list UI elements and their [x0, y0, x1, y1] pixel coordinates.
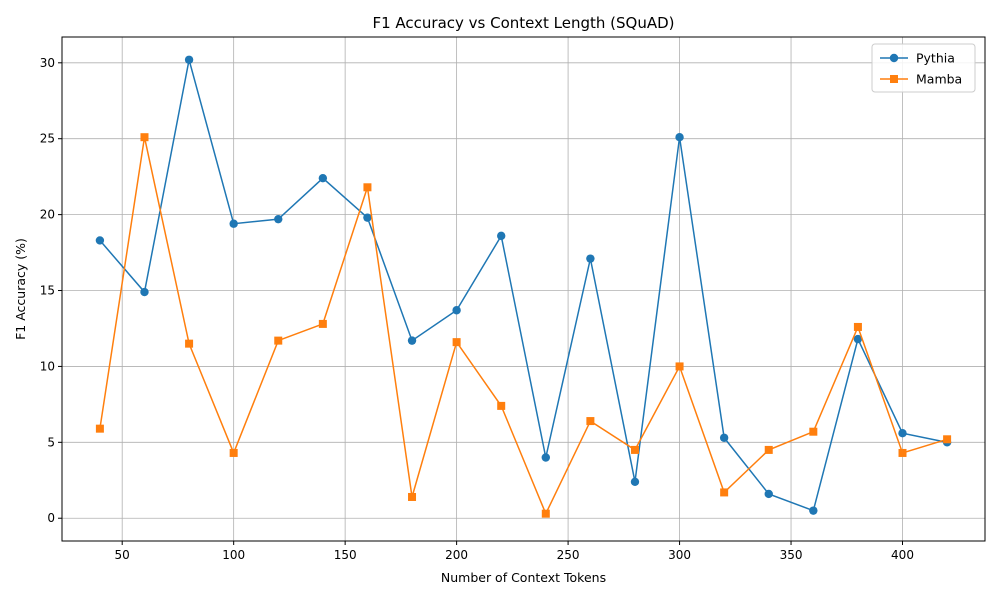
data-point: [452, 306, 461, 315]
x-axis-label: Number of Context Tokens: [441, 570, 606, 585]
data-point: [719, 433, 729, 442]
data-point: [720, 488, 729, 497]
ticks: 50 100 150 200 250 300 350 400 0 5 10 15 20 25 30: [40, 56, 914, 562]
legend-marker: [889, 53, 899, 63]
x-tick-label: 300: [668, 548, 691, 562]
legend-entry-mamba: Mamba: [880, 72, 962, 87]
data-point: [853, 334, 863, 344]
data-point: [764, 445, 773, 454]
data-point: [140, 133, 149, 142]
legend-label: Mamba: [916, 72, 962, 87]
grid: [62, 37, 985, 541]
y-axis-label: F1 Accuracy (%): [13, 238, 28, 340]
series-layer: [95, 55, 952, 518]
series-line-mamba: [99, 137, 948, 516]
data-point: [229, 448, 238, 457]
x-tick-label: 200: [445, 548, 468, 562]
data-point: [809, 506, 818, 515]
y-tick-label: 30: [40, 56, 55, 70]
y-tick-label: 25: [40, 132, 55, 146]
series-line-pythia: [99, 59, 948, 512]
data-point: [274, 214, 283, 224]
data-point: [630, 445, 639, 454]
data-point: [140, 287, 149, 297]
x-tick-label: 50: [115, 548, 130, 562]
legend: Pythia Mamba: [871, 43, 976, 93]
x-tick-label: 350: [780, 548, 803, 562]
data-point: [853, 322, 862, 331]
data-point: [363, 183, 372, 192]
x-tick-label: 400: [891, 548, 914, 562]
data-point: [943, 435, 952, 444]
data-point: [586, 417, 595, 426]
data-point: [229, 219, 238, 228]
data-point: [318, 173, 328, 183]
data-point: [318, 319, 327, 328]
legend-label: Pythia: [916, 51, 955, 66]
data-point: [630, 477, 640, 486]
data-point: [408, 492, 417, 501]
x-tick-label: 150: [334, 548, 357, 562]
data-point: [764, 489, 773, 499]
data-point: [95, 236, 105, 245]
y-tick-label: 0: [47, 511, 55, 525]
x-tick-label: 100: [222, 548, 245, 562]
data-point: [586, 254, 595, 263]
data-point: [452, 338, 461, 347]
x-tick-label: 250: [557, 548, 580, 562]
series-pythia: [95, 55, 952, 515]
legend-entry-pythia: Pythia: [880, 51, 955, 66]
data-point: [363, 213, 372, 222]
y-tick-label: 10: [40, 359, 55, 373]
data-point: [185, 339, 194, 348]
data-point: [675, 362, 684, 371]
data-point: [541, 509, 550, 518]
chart-title: F1 Accuracy vs Context Length (SQuAD): [372, 14, 674, 32]
data-point: [898, 448, 907, 457]
data-point: [675, 132, 684, 142]
data-point: [274, 336, 283, 345]
data-point: [541, 453, 550, 462]
y-tick-label: 20: [40, 208, 55, 222]
data-point: [809, 427, 818, 436]
plot-frame: [61, 36, 986, 542]
data-point: [497, 401, 506, 410]
y-tick-label: 15: [40, 284, 55, 298]
data-point: [898, 429, 907, 438]
legend-marker: [890, 75, 898, 83]
data-point: [407, 336, 417, 345]
series-mamba: [95, 133, 952, 518]
y-tick-label: 5: [47, 435, 55, 449]
data-point: [497, 231, 506, 241]
data-point: [95, 424, 104, 433]
data-point: [184, 55, 194, 64]
